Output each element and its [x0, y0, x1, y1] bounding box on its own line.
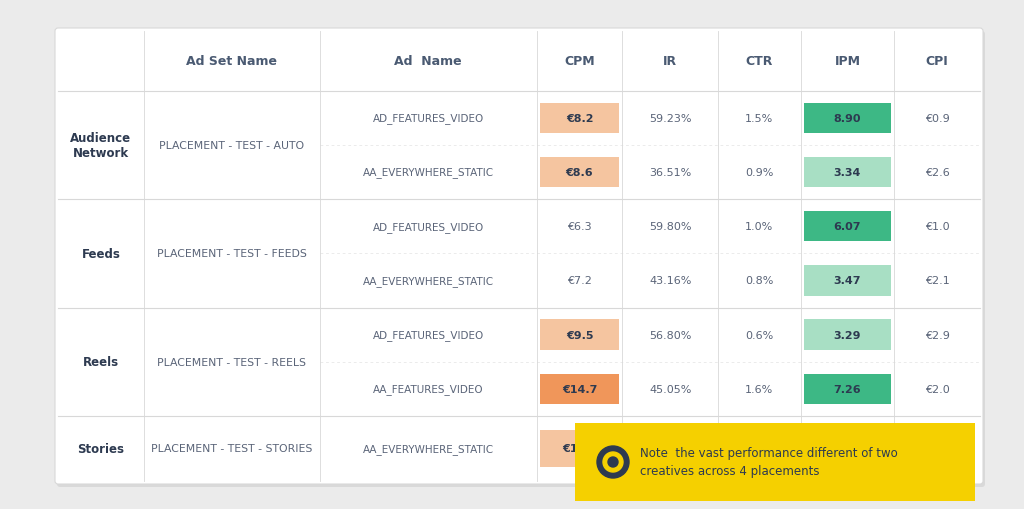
Text: 1.6%: 1.6%	[745, 384, 773, 394]
Bar	[540, 431, 620, 467]
Text: €8.6: €8.6	[565, 167, 593, 178]
Text: Feeds: Feeds	[81, 247, 120, 260]
Text: 3.34: 3.34	[834, 167, 861, 178]
Text: €14.7: €14.7	[562, 384, 597, 394]
Text: AD_FEATURES_VIDEO: AD_FEATURES_VIDEO	[373, 221, 484, 232]
Text: 0.8%: 0.8%	[745, 276, 773, 286]
Text: Reels: Reels	[83, 355, 119, 369]
Text: PLACEMENT - TEST - FEEDS: PLACEMENT - TEST - FEEDS	[157, 249, 307, 259]
Text: €6.3: €6.3	[567, 222, 592, 232]
Text: AA_FEATURES_VIDEO: AA_FEATURES_VIDEO	[373, 384, 483, 394]
Text: PLACEMENT - TEST - REELS: PLACEMENT - TEST - REELS	[158, 357, 306, 367]
Text: €2.1: €2.1	[925, 276, 949, 286]
Text: 0.6%: 0.6%	[745, 330, 773, 340]
Text: Ad Set Name: Ad Set Name	[186, 55, 278, 68]
Text: 56.80%: 56.80%	[649, 330, 691, 340]
Circle shape	[603, 452, 623, 472]
Text: 45.05%: 45.05%	[649, 384, 691, 394]
Text: €8.2: €8.2	[565, 114, 593, 124]
Text: €7.6: €7.6	[925, 444, 949, 454]
Text: Ad  Name: Ad Name	[394, 55, 462, 68]
Text: AA_EVERYWHERE_STATIC: AA_EVERYWHERE_STATIC	[362, 443, 494, 454]
Text: PLACEMENT - TEST - AUTO: PLACEMENT - TEST - AUTO	[160, 140, 304, 151]
Bar	[804, 157, 891, 188]
Text: AA_EVERYWHERE_STATIC: AA_EVERYWHERE_STATIC	[362, 275, 494, 286]
Text: 3.47: 3.47	[834, 276, 861, 286]
Bar	[804, 212, 891, 242]
Bar	[804, 374, 891, 404]
Text: 0.9%: 0.9%	[745, 167, 773, 178]
Text: 1.5%: 1.5%	[745, 114, 773, 124]
Text: 36.51%: 36.51%	[649, 167, 691, 178]
Text: €0.9: €0.9	[925, 114, 949, 124]
FancyBboxPatch shape	[57, 32, 985, 487]
Bar	[540, 157, 620, 188]
Text: €9.5: €9.5	[565, 330, 593, 340]
Circle shape	[597, 446, 629, 478]
FancyBboxPatch shape	[55, 29, 983, 484]
Text: 0.7%: 0.7%	[745, 444, 773, 454]
Text: €7.2: €7.2	[567, 276, 592, 286]
Text: Note  the vast performance different of two
creatives across 4 placements: Note the vast performance different of t…	[640, 446, 898, 477]
Bar	[804, 103, 891, 134]
Text: 59.80%: 59.80%	[649, 222, 691, 232]
Text: €2.9: €2.9	[925, 330, 949, 340]
Text: €1.0: €1.0	[925, 222, 949, 232]
Text: 59.23%: 59.23%	[649, 114, 691, 124]
Text: PLACEMENT - TEST - STORIES: PLACEMENT - TEST - STORIES	[152, 444, 312, 454]
Text: 8.90: 8.90	[834, 114, 861, 124]
Bar	[804, 320, 891, 350]
Text: 43.16%: 43.16%	[649, 276, 691, 286]
Text: CTR: CTR	[745, 55, 773, 68]
Bar	[540, 103, 620, 134]
Circle shape	[608, 457, 618, 467]
Bar	[540, 374, 620, 404]
Bar	[575, 423, 975, 501]
Text: Audience
Network: Audience Network	[71, 132, 131, 159]
Text: IPM: IPM	[835, 55, 860, 68]
Text: 2.10: 2.10	[836, 444, 860, 454]
Text: Stories: Stories	[78, 442, 124, 455]
Text: 7.26: 7.26	[834, 384, 861, 394]
Text: 3.29: 3.29	[834, 330, 861, 340]
Text: €15.9: €15.9	[562, 444, 597, 454]
Text: €2.0: €2.0	[925, 384, 949, 394]
Text: €2.6: €2.6	[925, 167, 949, 178]
Text: CPI: CPI	[926, 55, 948, 68]
Text: 31.03%: 31.03%	[649, 444, 691, 454]
Bar	[540, 320, 620, 350]
Bar	[804, 266, 891, 296]
Text: AD_FEATURES_VIDEO: AD_FEATURES_VIDEO	[373, 329, 484, 341]
Text: AA_EVERYWHERE_STATIC: AA_EVERYWHERE_STATIC	[362, 167, 494, 178]
Text: 6.07: 6.07	[834, 222, 861, 232]
Text: CPM: CPM	[564, 55, 595, 68]
Text: 1.0%: 1.0%	[745, 222, 773, 232]
Text: IR: IR	[664, 55, 677, 68]
Text: AD_FEATURES_VIDEO: AD_FEATURES_VIDEO	[373, 113, 484, 124]
